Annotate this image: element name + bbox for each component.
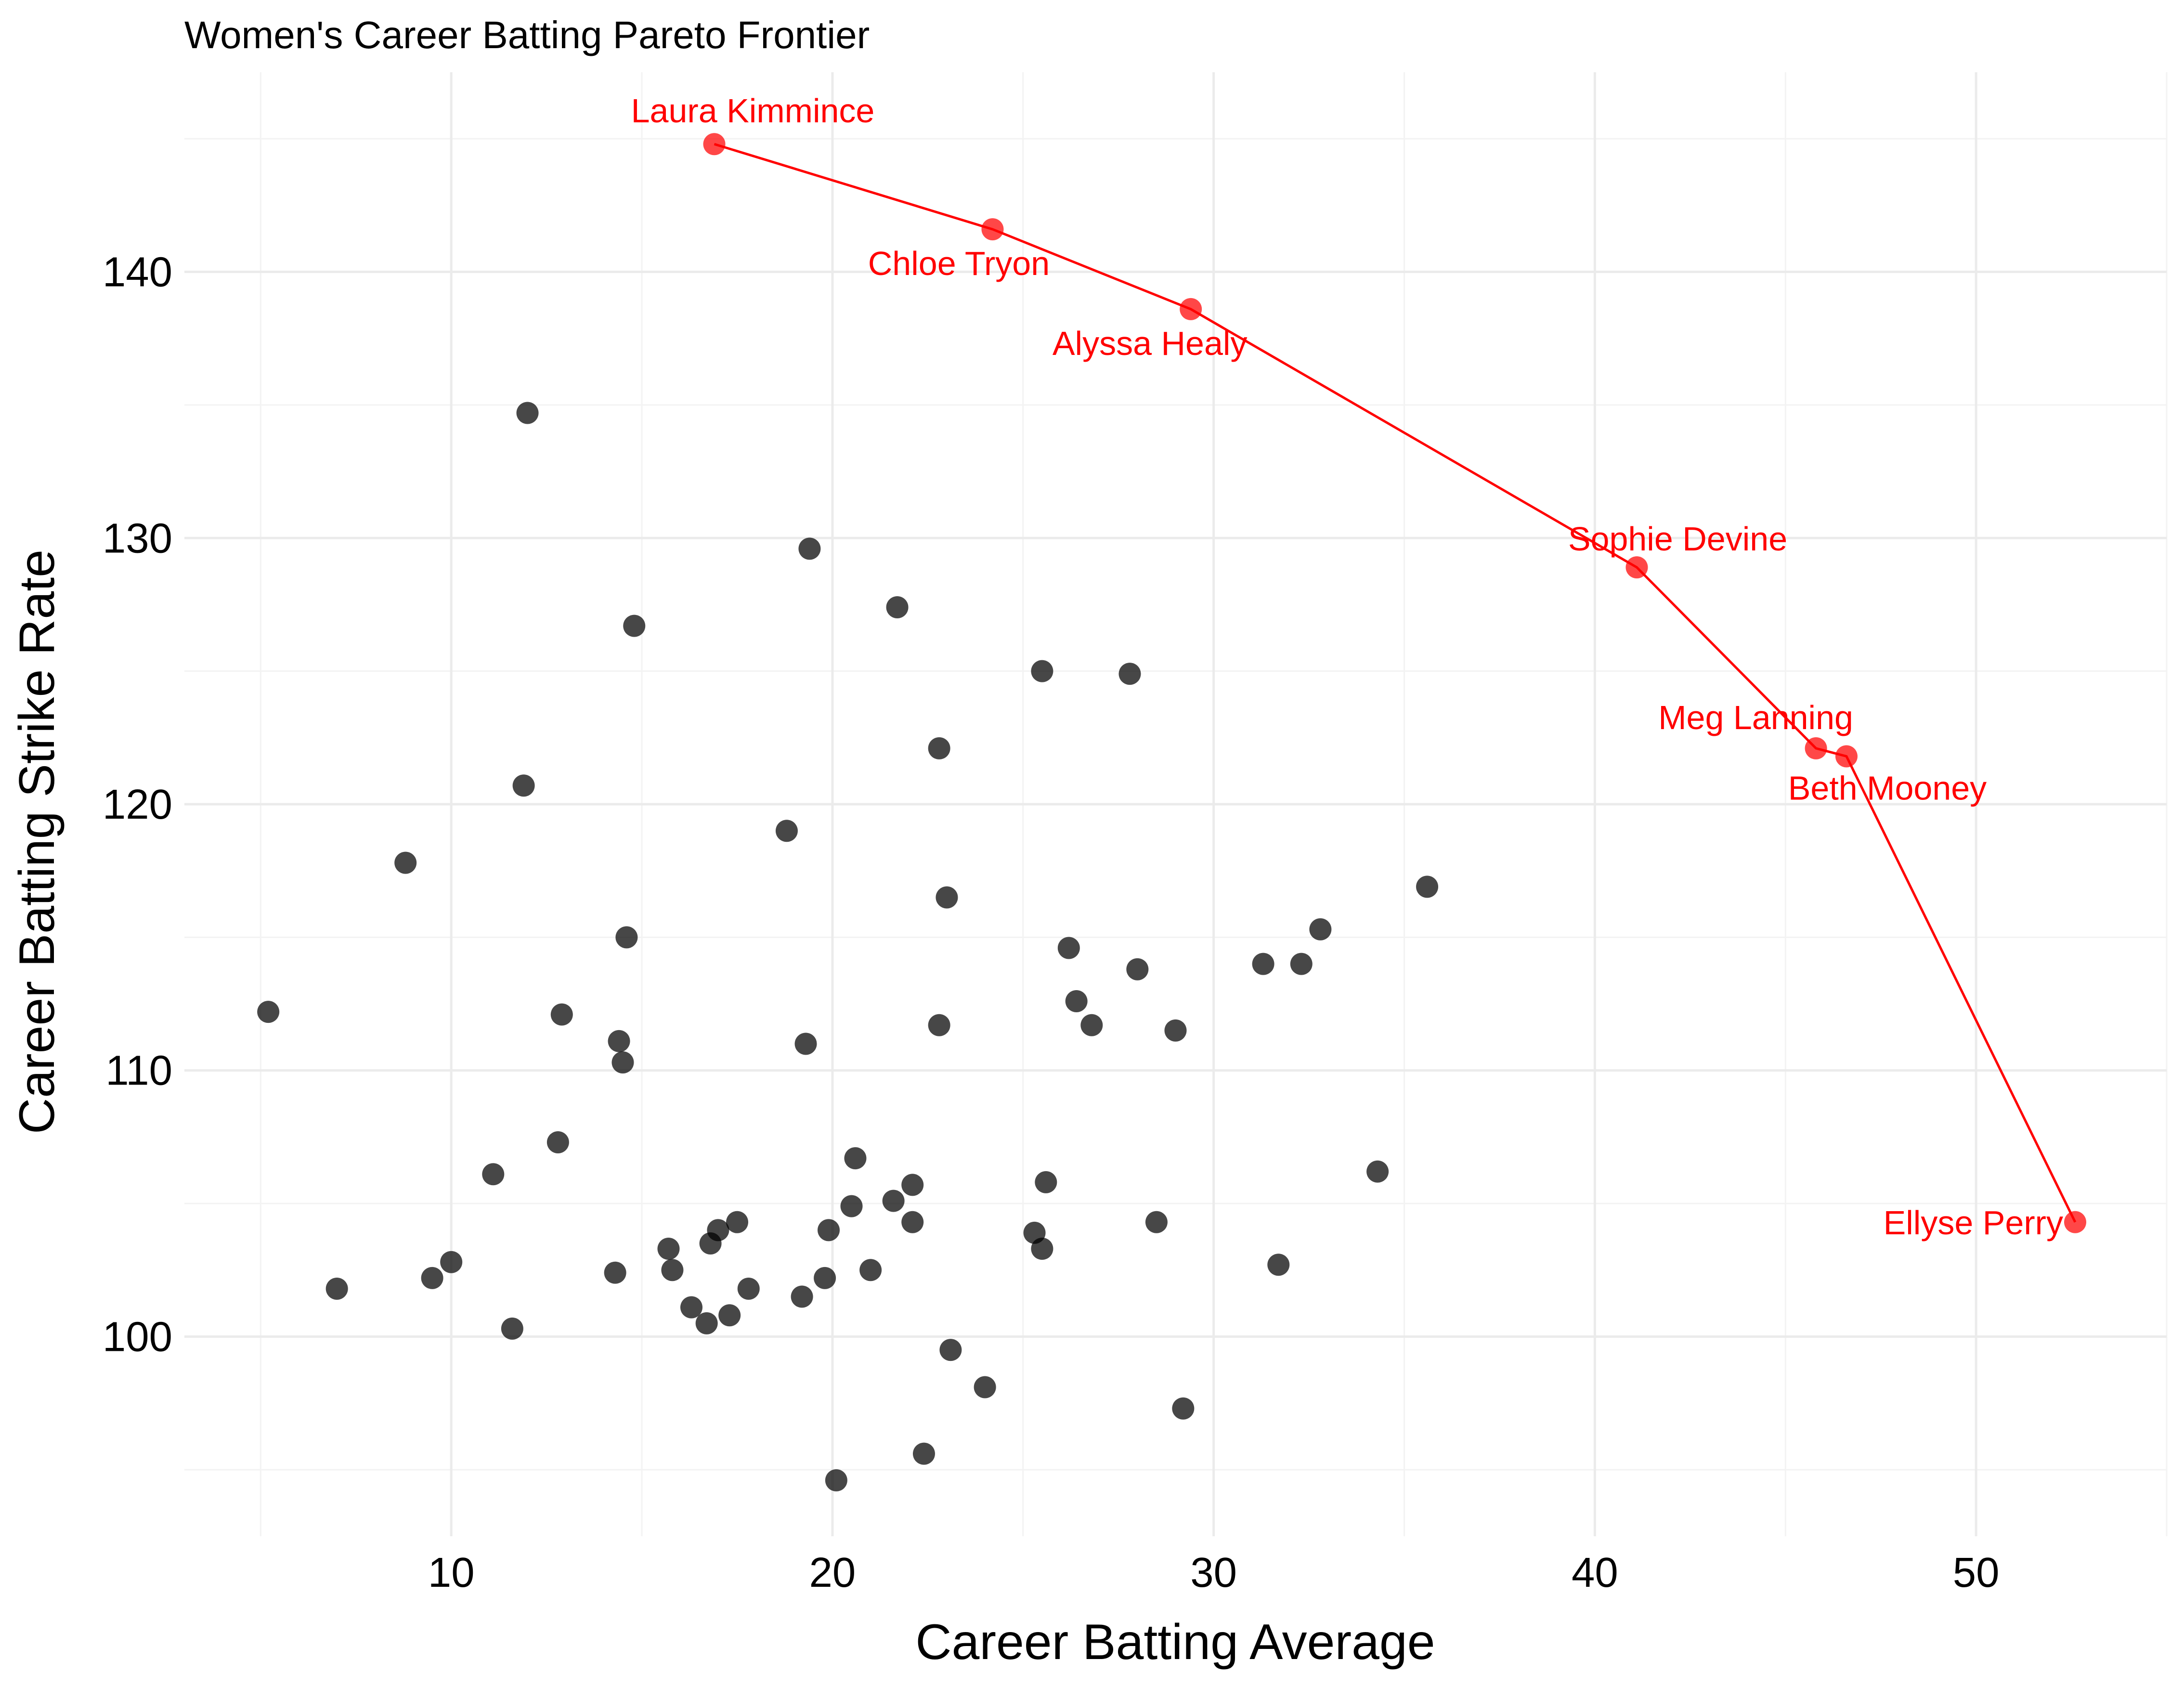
frontier-player-label: Alyssa Healy (1053, 325, 1248, 362)
data-point (657, 1238, 680, 1260)
data-point (726, 1211, 749, 1233)
data-point (440, 1251, 463, 1273)
data-point (974, 1376, 996, 1398)
data-point (818, 1219, 840, 1242)
frontier-player-label: Beth Mooney (1788, 770, 1987, 807)
x-tick-label: 10 (428, 1549, 475, 1596)
x-tick-label: 40 (1572, 1549, 1618, 1596)
data-point (501, 1317, 523, 1340)
frontier-point (1835, 745, 1858, 768)
data-point (421, 1267, 443, 1289)
data-point (939, 1339, 962, 1361)
frontier-point (1180, 298, 1202, 320)
data-point (912, 1442, 935, 1465)
y-axis-title: Career Batting Strike Rate (9, 549, 65, 1134)
data-point (882, 1189, 905, 1212)
data-point (886, 596, 909, 618)
data-point (604, 1261, 626, 1284)
x-tick-label: 50 (1953, 1549, 2000, 1596)
data-point (546, 1131, 569, 1153)
data-point (512, 774, 535, 797)
tick-labels: 10 20 30 40 50 100 110 120 130 140 (103, 249, 2000, 1596)
y-tick-label: 100 (103, 1313, 172, 1360)
frontier-line-layer (714, 143, 2077, 1223)
data-point (608, 1030, 630, 1052)
frontier-player-label: Chloe Tryon (868, 245, 1050, 282)
points-layer (257, 133, 2086, 1491)
y-tick-label: 110 (105, 1047, 172, 1094)
data-point (1290, 953, 1313, 975)
x-axis-title: Career Batting Average (915, 1614, 1435, 1670)
grid (184, 72, 2168, 1536)
data-point (661, 1259, 684, 1281)
frontier-labels: Laura Kimmince Chloe Tryon Alyssa Healy Sop… (631, 92, 2063, 1242)
data-point (325, 1277, 348, 1300)
data-point (825, 1469, 847, 1491)
x-tick-label: 20 (809, 1549, 856, 1596)
data-point (1172, 1397, 1195, 1420)
frontier-player-label: Laura Kimmince (631, 92, 875, 130)
data-point (775, 820, 798, 842)
data-point (1366, 1160, 1389, 1183)
data-point (1065, 990, 1088, 1013)
data-point (615, 926, 638, 949)
data-point (798, 537, 821, 560)
data-point (901, 1174, 924, 1196)
data-point (394, 851, 417, 874)
frontier-line (714, 143, 2077, 1223)
data-point (707, 1219, 729, 1242)
data-point (695, 1312, 718, 1334)
chart-title: Women's Career Batting Pareto Frontier (184, 13, 870, 56)
data-point (611, 1051, 634, 1074)
data-point (1126, 958, 1149, 980)
frontier-player-label: Ellyse Perry (1884, 1204, 2063, 1242)
data-point (623, 614, 646, 637)
data-point (1118, 663, 1141, 685)
data-point (814, 1267, 836, 1289)
x-tick-label: 30 (1190, 1549, 1237, 1596)
data-point (928, 1014, 950, 1036)
frontier-point (981, 218, 1004, 241)
data-point (901, 1211, 924, 1233)
frontier-point (1805, 737, 1827, 759)
y-tick-label: 130 (103, 515, 172, 562)
data-point (718, 1304, 741, 1327)
data-point (791, 1285, 813, 1308)
data-point (257, 1001, 280, 1023)
frontier-point (1625, 556, 1648, 579)
data-point (1057, 937, 1080, 959)
data-point (1031, 1238, 1053, 1260)
data-point (1080, 1014, 1103, 1036)
data-point (550, 1003, 573, 1026)
data-point (482, 1163, 505, 1186)
data-point (1031, 660, 1053, 682)
data-point (1035, 1171, 1057, 1193)
frontier-point (703, 133, 726, 156)
data-point (928, 737, 950, 759)
data-point (1309, 918, 1332, 941)
data-point (859, 1259, 882, 1281)
frontier-player-label: Meg Lanning (1658, 699, 1853, 736)
data-point (1267, 1254, 1290, 1276)
frontier-player-label: Sophie Devine (1568, 520, 1787, 558)
frontier-point (2064, 1211, 2086, 1233)
data-point (737, 1277, 760, 1300)
data-point (516, 402, 539, 424)
y-tick-label: 140 (103, 249, 172, 296)
data-point (1164, 1019, 1187, 1042)
data-point (936, 886, 958, 909)
data-point (1416, 876, 1439, 898)
data-point (794, 1032, 817, 1055)
data-point (1252, 953, 1274, 975)
data-point (844, 1147, 867, 1170)
y-tick-label: 120 (103, 781, 172, 828)
data-point (840, 1195, 863, 1217)
data-point (680, 1296, 703, 1319)
data-point (1145, 1211, 1168, 1233)
